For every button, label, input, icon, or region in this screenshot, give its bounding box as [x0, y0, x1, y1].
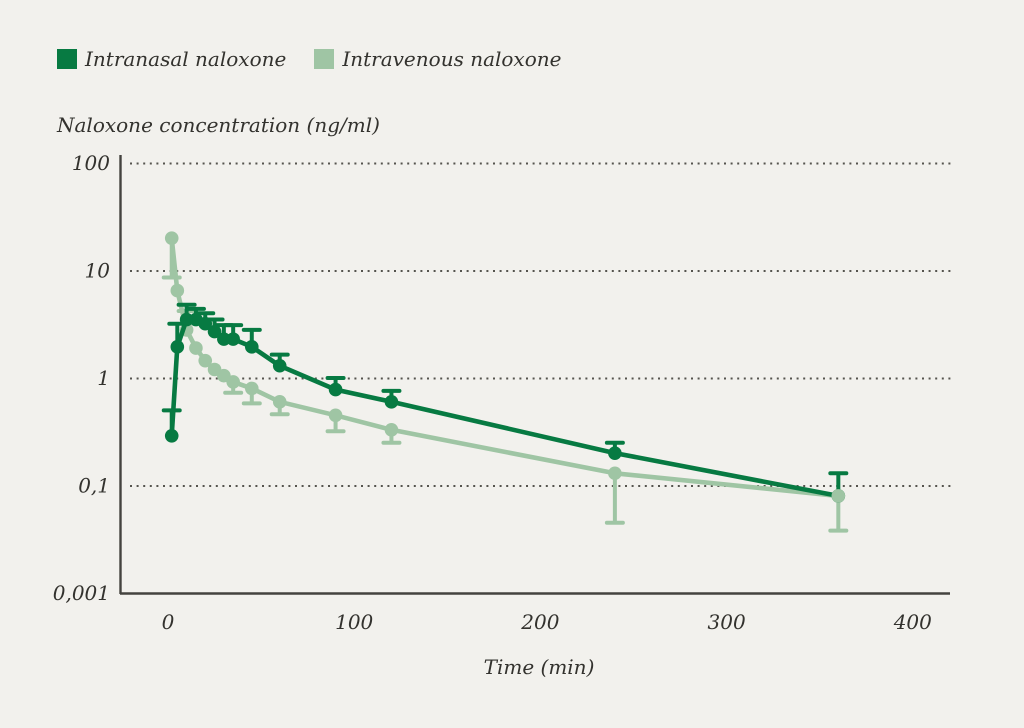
legend-label-intravenous: Intravenous naloxone	[342, 47, 562, 71]
y-tick-label: 0,1	[78, 474, 110, 498]
y-tick-label: 1	[97, 366, 110, 390]
x-tick-label: 200	[520, 610, 559, 634]
data-point	[384, 395, 399, 409]
data-point	[831, 489, 846, 503]
data-point	[198, 316, 213, 331]
data-point	[164, 428, 179, 443]
data-point	[608, 446, 622, 460]
y-tick-label: 10	[85, 259, 111, 283]
legend-swatch-intravenous-icon	[314, 49, 335, 69]
data-point	[244, 381, 259, 396]
x-axis-title: Time (min)	[483, 655, 595, 679]
data-point	[198, 353, 213, 368]
x-tick-label: 300	[708, 610, 746, 634]
data-point	[207, 324, 222, 339]
data-point	[328, 382, 343, 397]
data-point	[244, 340, 259, 354]
x-tick-label: 400	[893, 610, 932, 634]
data-point	[384, 422, 399, 437]
series-line	[169, 235, 841, 499]
data-point	[189, 341, 203, 355]
series-line	[169, 317, 841, 499]
legend-item-intravenous: Intravenous naloxone	[314, 47, 561, 71]
series-intranasal-naloxone	[161, 302, 849, 503]
data-point	[170, 340, 185, 354]
data-point	[226, 375, 240, 389]
data-point	[272, 358, 287, 373]
data-point	[272, 395, 287, 409]
data-point	[217, 332, 231, 346]
legend-swatch-intranasal-icon	[57, 49, 77, 69]
legend-label-intranasal: Intranasal naloxone	[85, 47, 287, 71]
legend: Intranasal naloxone Intravenous naloxone	[57, 47, 561, 71]
data-point	[170, 283, 185, 298]
y-tick-label: 0,001	[53, 581, 110, 605]
data-point	[328, 408, 343, 423]
y-axis-title: Naloxone concentration (ng/ml)	[57, 113, 380, 137]
y-tick-label: 100	[72, 151, 110, 175]
x-tick-label: 100	[335, 610, 373, 634]
series-intravenous-naloxone	[161, 231, 849, 533]
data-point	[179, 312, 194, 327]
data-point	[226, 332, 240, 346]
x-tick-label: 0	[162, 610, 175, 634]
data-point	[164, 231, 179, 245]
data-point	[608, 466, 622, 481]
legend-item-intranasal: Intranasal naloxone	[57, 47, 286, 71]
